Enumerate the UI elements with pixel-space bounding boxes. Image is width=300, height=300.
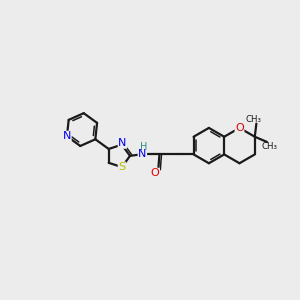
- Text: H: H: [140, 142, 148, 152]
- Text: N: N: [138, 149, 146, 159]
- Text: S: S: [118, 162, 125, 172]
- Text: CH₃: CH₃: [246, 115, 262, 124]
- Text: N: N: [63, 131, 71, 141]
- Text: N: N: [118, 138, 127, 148]
- Text: O: O: [151, 168, 159, 178]
- Text: CH₃: CH₃: [262, 142, 278, 151]
- Text: O: O: [235, 123, 244, 133]
